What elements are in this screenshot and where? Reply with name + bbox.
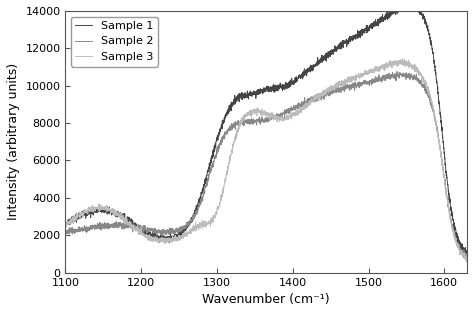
Sample 1 [383,12,389,16]
Sample 2 [464,256,470,260]
Line: Sample 2: Sample 2 [65,72,467,258]
Sample 3 [327,88,332,92]
Sample 1 [63,222,68,226]
Sample 3 [63,223,68,227]
Sample 1 [152,237,157,240]
Sample 2 [152,229,157,233]
Sample 1 [375,18,381,22]
Line: Sample 3: Sample 3 [65,59,467,262]
Sample 2 [327,92,332,96]
Sample 2 [383,74,389,78]
Sample 1 [118,211,123,215]
Sample 2 [394,70,400,74]
Sample 2 [464,251,470,255]
Sample 2 [118,224,123,228]
Legend: Sample 1, Sample 2, Sample 3: Sample 1, Sample 2, Sample 3 [71,17,158,66]
Sample 3 [464,260,469,264]
Sample 1 [85,213,91,216]
Sample 3 [400,57,405,61]
Sample 1 [387,9,393,13]
Y-axis label: Intensity (arbitrary units): Intensity (arbitrary units) [7,63,20,220]
Sample 3 [118,215,123,219]
Sample 3 [85,207,91,210]
Sample 2 [375,79,381,83]
Sample 2 [63,230,68,233]
Sample 3 [383,64,389,68]
Sample 1 [327,49,332,53]
Sample 3 [375,69,381,73]
Line: Sample 1: Sample 1 [65,11,467,255]
Sample 3 [152,237,157,240]
Sample 2 [85,228,91,231]
Sample 3 [464,257,470,260]
X-axis label: Wavenumber (cm⁻¹): Wavenumber (cm⁻¹) [202,293,330,306]
Sample 1 [464,253,470,257]
